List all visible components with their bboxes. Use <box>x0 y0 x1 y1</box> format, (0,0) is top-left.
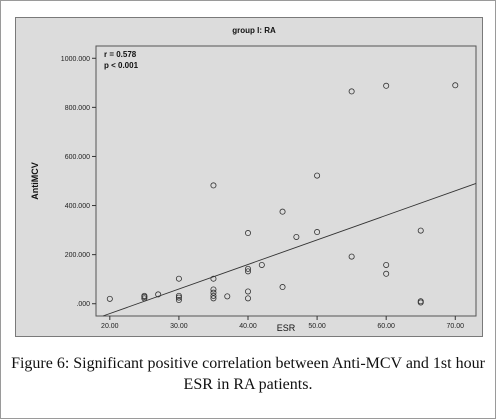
data-point <box>244 230 251 237</box>
y-tick-label: .000 <box>76 301 90 308</box>
data-point <box>175 294 182 301</box>
plot-area <box>95 45 477 317</box>
data-point <box>210 292 217 299</box>
data-point <box>314 229 321 236</box>
x-tick-label: 50.00 <box>308 323 326 330</box>
data-point <box>452 82 459 89</box>
x-tick-label: 60.00 <box>377 323 395 330</box>
scatter-chart: group I: RA r = 0.578 p < 0.001 .000 200.… <box>30 26 477 333</box>
y-axis-label: AntiMCV <box>30 162 40 200</box>
correlation-coefficient: r = 0.578 <box>104 50 137 59</box>
data-point <box>314 172 321 179</box>
y-axis: .000 200.000 400.000 600.000 800.000 1000.000 <box>61 56 96 308</box>
x-tick-label: 40.00 <box>239 323 257 330</box>
y-tick-label: 800.000 <box>65 105 90 112</box>
y-tick-label: 600.000 <box>65 154 90 161</box>
data-point <box>106 295 113 302</box>
data-point <box>279 208 286 215</box>
data-point <box>417 227 424 234</box>
data-point <box>141 292 148 299</box>
y-tick-label: 1000.000 <box>61 56 90 63</box>
x-tick-label: 30.00 <box>170 323 188 330</box>
y-tick-label: 400.000 <box>65 203 90 210</box>
data-point <box>383 270 390 277</box>
regression-line <box>102 183 477 317</box>
x-tick-label: 20.00 <box>101 323 119 330</box>
data-point <box>175 292 182 299</box>
data-point <box>210 275 217 282</box>
data-point <box>210 286 217 293</box>
caption-text: Significant positive correlation between… <box>73 355 485 393</box>
data-point <box>383 261 390 268</box>
data-point <box>348 88 355 95</box>
data-point <box>383 82 390 89</box>
data-point <box>244 295 251 302</box>
x-tick-label: 70.00 <box>447 323 465 330</box>
data-point <box>210 295 217 302</box>
data-point <box>244 265 251 272</box>
y-tick-label: 200.000 <box>65 252 90 259</box>
data-point <box>258 261 265 268</box>
data-point <box>224 293 231 300</box>
chart-panel: group I: RA r = 0.578 p < 0.001 .000 200.… <box>15 17 483 337</box>
data-point <box>244 268 251 275</box>
x-axis: 20.00 30.00 40.00 50.00 60.00 70.00 <box>101 316 464 330</box>
data-point <box>210 289 217 296</box>
data-point <box>210 182 217 189</box>
data-point <box>175 275 182 282</box>
p-value: p < 0.001 <box>104 61 139 70</box>
data-point <box>293 233 300 240</box>
data-points <box>106 82 459 306</box>
data-point <box>155 291 162 298</box>
data-point <box>279 284 286 291</box>
x-axis-label: ESR <box>277 323 296 333</box>
data-point <box>244 288 251 295</box>
chart-title: group I: RA <box>232 26 276 35</box>
caption-label: Figure 6: <box>11 355 70 372</box>
figure-caption: Figure 6: Significant positive correlati… <box>11 353 485 395</box>
data-point <box>417 298 424 305</box>
data-point <box>175 297 182 304</box>
data-point <box>348 253 355 260</box>
